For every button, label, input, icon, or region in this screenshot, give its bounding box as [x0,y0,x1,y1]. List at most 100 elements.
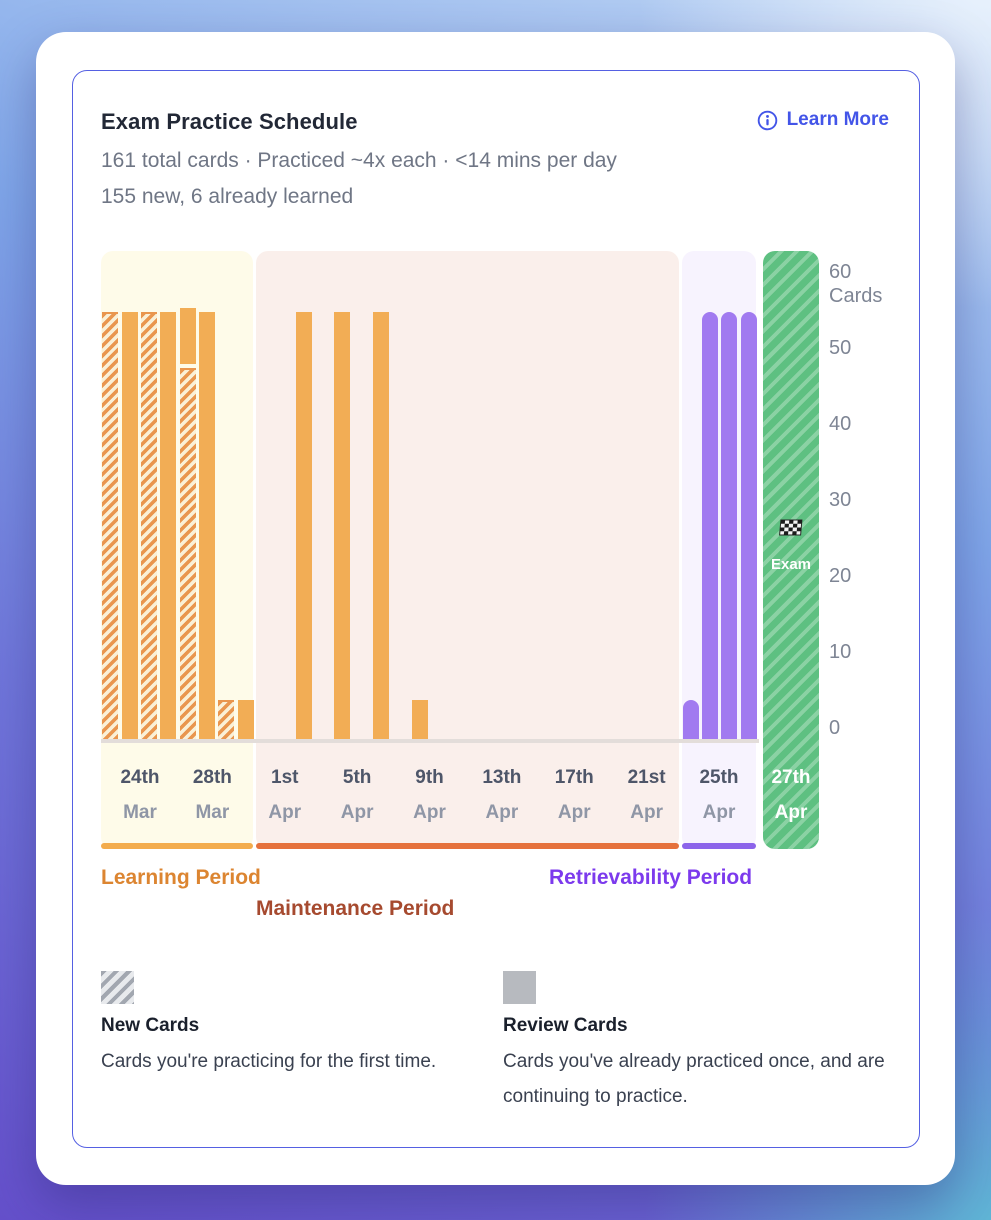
review-cards-bar-segment [198,312,215,739]
x-tick-day: 17th [554,767,594,788]
period-underline-1 [255,843,679,849]
period-label-maintenance: Maintenance Period [256,897,455,920]
bar-day-1 [121,312,138,739]
new-cards-bar-segment [140,312,157,739]
review-cards-bar-segment [740,312,757,739]
header: Exam Practice Schedule 161 total cards ·… [101,109,891,215]
x-tick-month: Apr [268,802,302,823]
bar-day-10 [295,312,312,739]
legend-description: Cards you're practicing for the first ti… [101,1051,437,1072]
x-tick-label-4: 9th Apr [385,765,475,826]
legend-name: Review Cards [503,1015,628,1036]
exam-caption: Exam [770,556,812,573]
y-axis-unit-label: Cards [829,285,883,307]
x-tick-month: Mar [123,802,157,823]
period-label-retrievability: Retrievability Period [549,866,753,889]
period-labels: Learning Period Maintenance Period Retri… [101,849,891,959]
y-tick-label-0: 0 [829,717,841,739]
bar-day-30 [682,699,699,739]
x-tick-month: Apr [413,802,446,823]
x-tick-day: 24th [120,767,160,788]
period-band-1 [255,251,679,849]
review-cards-bar-segment [295,312,312,739]
x-tick-label-0: 24th Mar [95,765,185,826]
x-tick-day: 13th [482,767,522,788]
review-cards-bar-segment [702,312,719,739]
legend-description: Cards you've already practiced once, and… [503,1051,885,1107]
learn-more-label: Learn More [786,109,889,130]
y-tick-label-20: 20 [829,565,852,587]
x-tick-month: Apr [340,802,374,823]
bar-day-5 [198,312,215,739]
new-cards-bar-segment [218,699,235,739]
x-tick-label-3: 5th Apr [312,765,402,826]
exam-date-month: Apr [774,802,808,823]
card: Exam Practice Schedule 161 total cards ·… [36,32,955,1185]
period-underline-2 [681,843,756,849]
review-cards-bar-segment [160,312,177,739]
x-tick-label-7: 21st Apr [602,765,692,826]
review-cards-bar-segment [411,699,428,739]
x-axis-line [101,739,759,743]
bar-day-4 [179,308,196,739]
exam-schedule-panel: Exam Practice Schedule 161 total cards ·… [72,70,920,1148]
x-tick-day: 1st [271,767,299,788]
review-cards-bar-segment [179,308,196,364]
x-tick-month: Apr [702,802,736,823]
legend-name: New Cards [101,1015,200,1036]
bar-day-12 [334,312,351,739]
x-tick-label-8: 25th Apr [674,765,764,826]
x-tick-label-6: 17th Apr [529,765,619,826]
bar-day-2 [140,312,157,739]
y-tick-label-50: 50 [829,337,852,359]
learn-more-link[interactable]: Learn More [757,109,889,131]
new-cards-bar-segment [179,367,196,739]
x-tick-day: 21st [627,767,666,788]
bar-day-0 [102,312,119,739]
bar-day-7 [237,699,254,739]
new-cards-bar-segment [102,312,119,739]
x-tick-label-2: 1st Apr [240,765,330,826]
x-tick-label-1: 28th Mar [167,765,257,826]
review-cards-bar-segment [721,312,738,739]
legend-item-review-cards: Review Cards Cards you've already practi… [503,971,891,1114]
checkered-flag-icon [763,519,819,543]
x-tick-month: Mar [195,802,230,823]
period-label-learning: Learning Period [101,866,261,889]
x-tick-day: 9th [415,767,444,788]
bar-day-33 [740,312,757,739]
page-title: Exam Practice Schedule [101,109,358,134]
period-underline-0 [101,843,253,849]
review-cards-bar-segment [237,699,254,739]
exam-date-label: 27th Apr [763,765,819,826]
y-tick-label-30: 30 [829,489,852,511]
bar-day-31 [702,312,719,739]
subtitle-line-2: 155 new, 6 already learned [101,185,354,208]
y-tick-label-60: 60 [829,261,852,283]
y-tick-label-40: 40 [829,413,852,435]
x-tick-day: 5th [342,767,372,788]
x-tick-label-5: 13th Apr [457,765,547,826]
x-tick-month: Apr [557,802,591,823]
review-cards-bar-segment [121,312,138,739]
x-tick-day: 25th [699,767,739,788]
new-cards-swatch-icon [101,971,134,1004]
exam-date-day: 27th [771,767,811,788]
bar-day-32 [721,312,738,739]
legend-item-new-cards: New Cards Cards you're practicing for th… [101,971,473,1079]
practice-schedule-chart: 24th Mar 28th Mar 1st Apr 5th Apr 9th Apr 13th Apr 1… [101,251,891,849]
bar-day-16 [411,699,428,739]
review-cards-bar-segment [373,312,390,739]
review-cards-swatch-icon [503,971,536,1004]
review-cards-bar-segment [334,312,351,739]
bar-day-6 [218,699,235,739]
x-tick-month: Apr [485,802,519,823]
y-tick-label-10: 10 [829,641,852,663]
bar-day-14 [373,312,390,739]
review-cards-bar-segment [682,699,699,739]
info-icon [757,110,777,130]
x-tick-month: Apr [630,802,663,823]
subtitle-line-1: 161 total cards · Practiced ~4x each · <… [101,149,617,172]
exam-day-band: Exam 27th Apr [763,251,819,849]
